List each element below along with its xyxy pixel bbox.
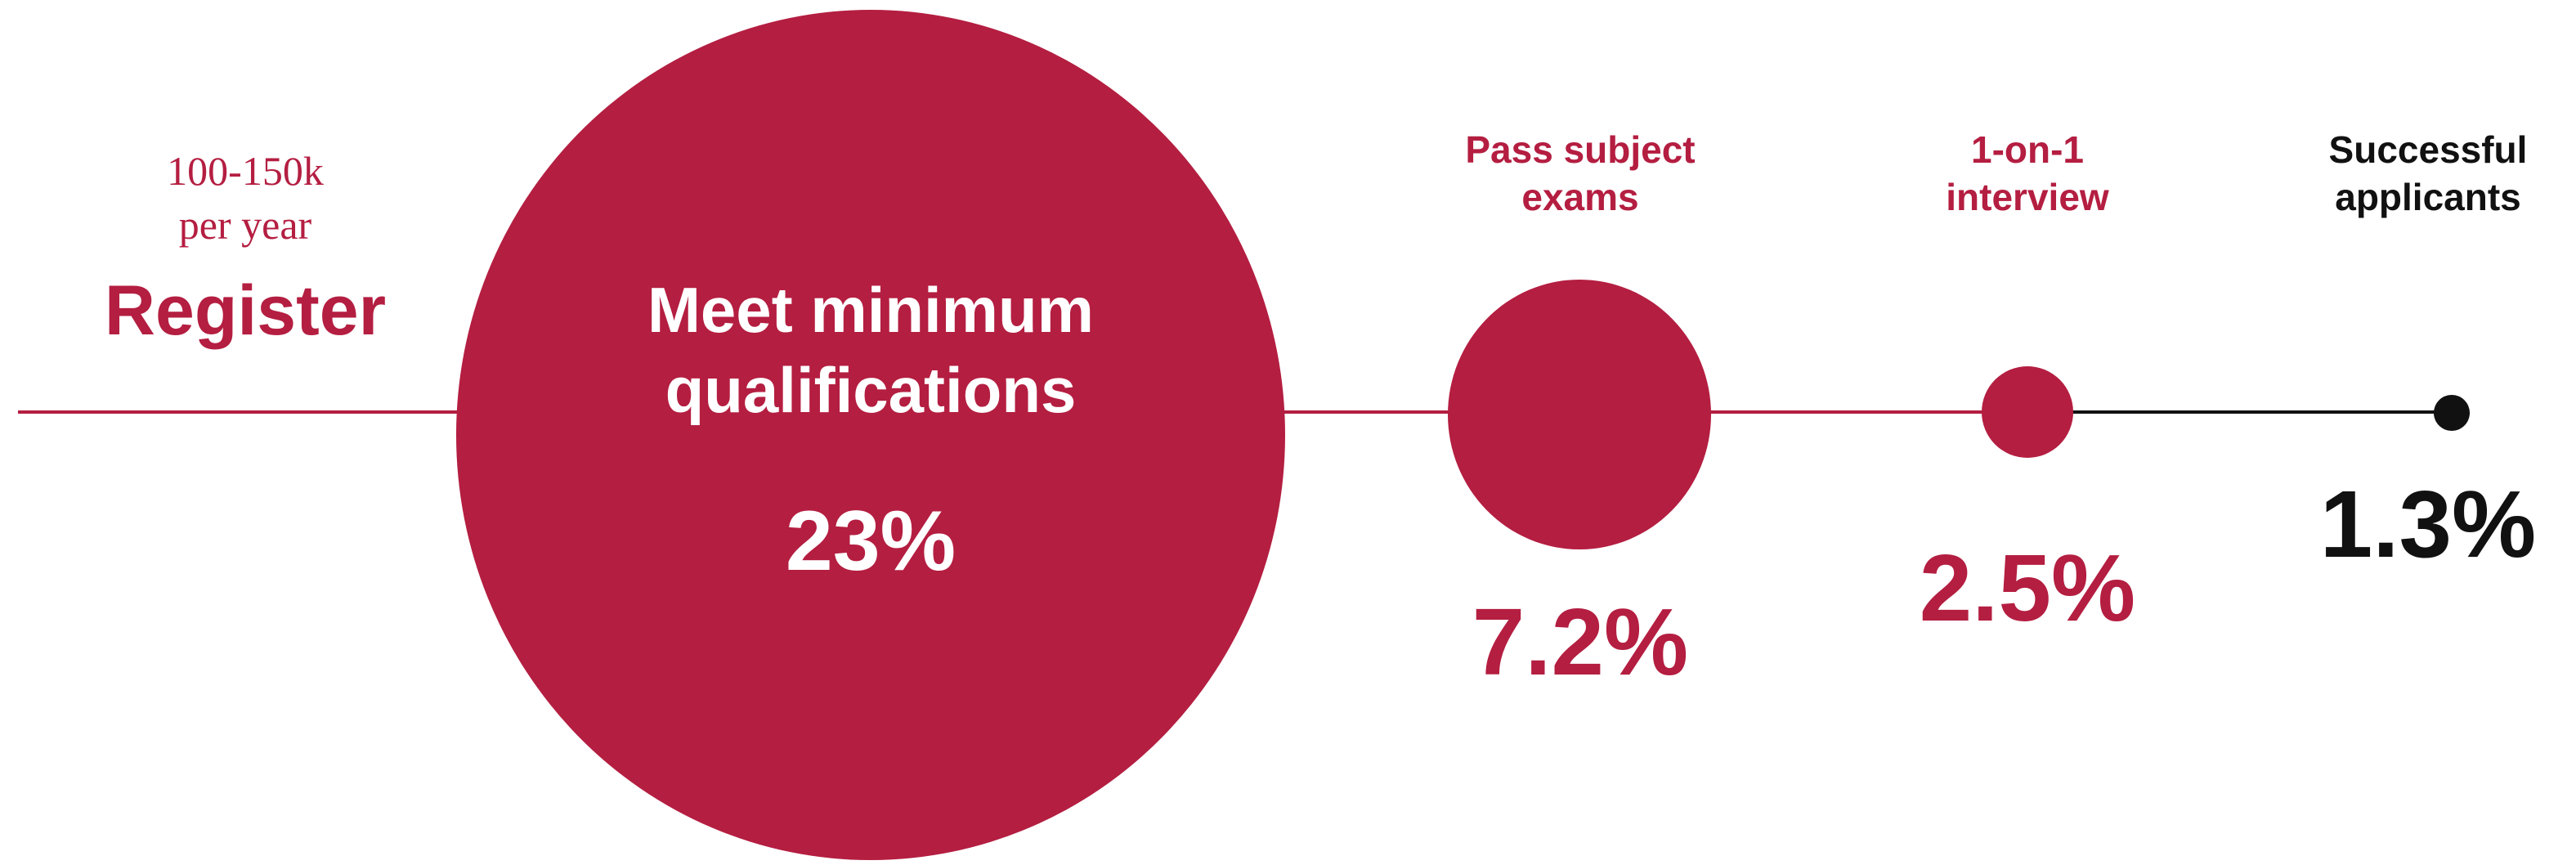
interview-label-line1: 1-on-1 bbox=[1971, 128, 2084, 171]
successful-label-line1: Successful bbox=[2328, 128, 2528, 171]
successful-label-line2: applicants bbox=[2335, 176, 2521, 218]
register-count-line2: per year bbox=[178, 202, 312, 248]
interview-percent: 2.5% bbox=[1919, 535, 2136, 641]
funnel-line-final bbox=[2068, 410, 2453, 414]
qualifications-label-line2: qualifications bbox=[665, 354, 1077, 426]
exams-circle bbox=[1448, 280, 1711, 549]
qualifications-label-line1: Meet minimum bbox=[647, 274, 1095, 346]
register-count-line1: 100-150k bbox=[167, 148, 324, 194]
interview-label-line2: interview bbox=[1946, 176, 2109, 218]
interview-circle bbox=[1982, 366, 2073, 458]
qualifications-circle bbox=[456, 10, 1285, 860]
successful-percent: 1.3% bbox=[2319, 471, 2537, 577]
qualifications-percent: 23% bbox=[785, 494, 956, 589]
successful-dot bbox=[2434, 395, 2470, 431]
register-title: Register bbox=[104, 271, 387, 350]
exams-percent: 7.2% bbox=[1472, 589, 1689, 695]
exams-label-line2: exams bbox=[1521, 176, 1639, 218]
exams-label-line1: Pass subject bbox=[1465, 128, 1696, 171]
